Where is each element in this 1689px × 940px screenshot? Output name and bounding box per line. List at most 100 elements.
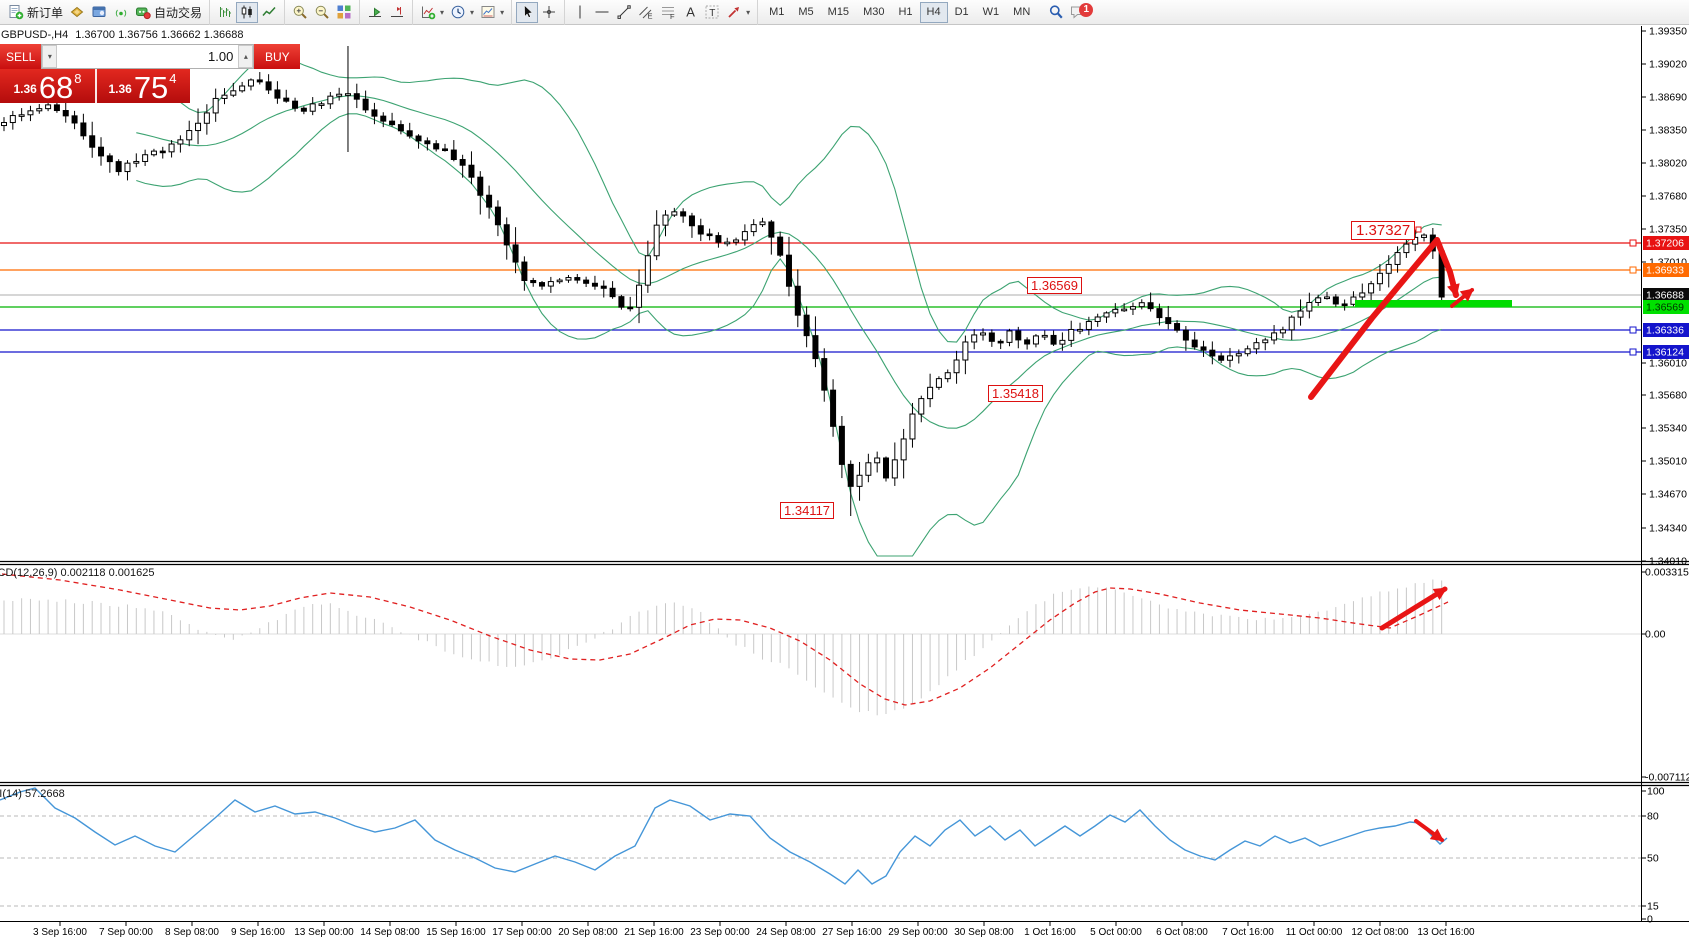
- cross-icon: [543, 6, 556, 18]
- zoomout-icon: [315, 5, 329, 19]
- line-chart-button[interactable]: [258, 2, 280, 23]
- toolbar-group: 新订单 自动交易: [3, 0, 207, 25]
- timeframe-w1-button[interactable]: W1: [976, 2, 1007, 23]
- timeframe-m15-button[interactable]: M15: [821, 2, 856, 23]
- buy-price-pip: 4: [169, 71, 177, 86]
- textA-icon: A: [686, 5, 695, 20]
- svg-text:6 Oct 08:00: 6 Oct 08:00: [1156, 927, 1208, 938]
- price-annotation-low[interactable]: 1.35418: [988, 385, 1043, 402]
- volume-increase-button[interactable]: ▴: [238, 45, 254, 68]
- svg-text:15: 15: [1647, 901, 1659, 913]
- horizontal-line-button[interactable]: [591, 2, 613, 23]
- textT-icon: T: [705, 5, 719, 19]
- trendline-button[interactable]: [613, 2, 635, 23]
- svg-text:1.34670: 1.34670: [1649, 489, 1687, 501]
- sell-price-prefix: 1.36: [13, 82, 37, 96]
- timeframe-m30-button[interactable]: M30: [856, 2, 891, 23]
- vertical-line-button[interactable]: [569, 2, 591, 23]
- templates-button[interactable]: ▾: [477, 2, 507, 23]
- timeframe-mn-button[interactable]: MN: [1006, 2, 1037, 23]
- svg-text:1.39020: 1.39020: [1649, 59, 1687, 71]
- zoomin-icon: [293, 5, 307, 19]
- autotrading-button[interactable]: 自动交易: [132, 2, 205, 23]
- svg-text:1.36336: 1.36336: [1646, 325, 1684, 337]
- svg-text:17 Sep 00:00: 17 Sep 00:00: [492, 927, 552, 938]
- chart-ohlc-header: GBPUSD-,H4 1.36700 1.36756 1.36662 1.3668…: [1, 29, 250, 41]
- chart-canvas[interactable]: 1.39350 1.39020 1.38690 1.38350 1.38020 1.376…: [0, 26, 1689, 940]
- indicator-icon: [422, 6, 436, 20]
- svg-text:1.36124: 1.36124: [1646, 347, 1684, 359]
- svg-text:50: 50: [1647, 853, 1659, 865]
- svg-text:29 Sep 00:00: 29 Sep 00:00: [888, 927, 948, 938]
- svg-text:0.003315: 0.003315: [1645, 567, 1689, 579]
- timeframe-h4-button[interactable]: H4: [919, 1, 948, 23]
- svg-text:1.37680: 1.37680: [1649, 191, 1687, 203]
- timeframe-d1-button[interactable]: D1: [948, 2, 976, 23]
- cursor-icon: [524, 4, 533, 18]
- buy-price[interactable]: 1.36 75 4: [95, 69, 190, 103]
- cursor-button[interactable]: [516, 1, 539, 23]
- market-depth-button[interactable]: [88, 2, 110, 23]
- search-button[interactable]: [1045, 2, 1067, 23]
- text-label-button[interactable]: T: [701, 2, 723, 23]
- fibonacci-button[interactable]: F: [657, 2, 679, 23]
- svg-text:1.34010: 1.34010: [1649, 556, 1687, 568]
- metaeditor-button[interactable]: [66, 2, 88, 23]
- svg-text:23 Sep 00:00: 23 Sep 00:00: [690, 927, 750, 938]
- sell-button[interactable]: SELL: [0, 44, 42, 69]
- svg-text:15 Sep 16:00: 15 Sep 16:00: [426, 927, 486, 938]
- bars-icon: [220, 7, 232, 17]
- sell-price[interactable]: 1.36 68 8: [0, 69, 95, 103]
- svg-text:1.36569: 1.36569: [1646, 302, 1684, 314]
- svg-text:A: A: [686, 5, 695, 20]
- ohlc-values: 1.36700 1.36756 1.36662 1.36688: [75, 29, 244, 41]
- macd-indicator-label: MACD(12,26,9) 0.002118 0.001625: [0, 567, 155, 579]
- signals-button[interactable]: [110, 2, 132, 23]
- svg-text:7 Sep 00:00: 7 Sep 00:00: [99, 927, 153, 938]
- toolbar: 新订单 自动交易 ▾ ▾ ▾ E F A T ▾ M1 M5 M15 M30 H1 H4 D1 W1 MN 1: [0, 0, 1689, 25]
- text-button[interactable]: A: [679, 2, 701, 23]
- timeframe-h1-button[interactable]: H1: [891, 2, 919, 23]
- neworder-icon: [9, 5, 24, 20]
- indicators-button[interactable]: ▾: [417, 2, 447, 23]
- buy-button[interactable]: BUY: [254, 44, 301, 69]
- svg-text:27 Sep 16:00: 27 Sep 16:00: [822, 927, 882, 938]
- chart-shift-button[interactable]: [386, 2, 408, 23]
- tile-windows-button[interactable]: [333, 2, 355, 23]
- svg-text:14 Sep 08:00: 14 Sep 08:00: [360, 927, 420, 938]
- gold-icon: [70, 6, 84, 18]
- volume-decrease-button[interactable]: ▾: [42, 45, 58, 68]
- timeframe-m1-button[interactable]: M1: [762, 2, 791, 23]
- svg-text:1.38350: 1.38350: [1649, 125, 1687, 137]
- svg-text:T: T: [709, 8, 715, 19]
- arrows-button[interactable]: ▾: [723, 2, 753, 23]
- svg-text:1.35680: 1.35680: [1649, 390, 1687, 402]
- tile-icon: [337, 5, 351, 19]
- autotrade-icon: [136, 7, 151, 20]
- svg-text:-0.007112: -0.007112: [1645, 772, 1689, 784]
- fibo-icon: F: [662, 7, 675, 20]
- crosshair-button[interactable]: [538, 2, 560, 23]
- price-annotation-peak[interactable]: 1.37327: [1351, 221, 1416, 240]
- candlestick-chart-button[interactable]: [236, 1, 259, 23]
- shapes-icon: [728, 7, 740, 18]
- volume-input[interactable]: [57, 45, 239, 68]
- timeframe-m5-button[interactable]: M5: [791, 2, 820, 23]
- periods-button[interactable]: ▾: [447, 2, 477, 23]
- candle-icon: [241, 5, 252, 19]
- price-annotation-mid[interactable]: 1.36569: [1027, 277, 1082, 294]
- equidistant-channel-button[interactable]: E: [635, 2, 657, 23]
- svg-text:0: 0: [1647, 914, 1653, 926]
- autotrading-button-label: 自动交易: [154, 5, 203, 20]
- price-annotation-bottom[interactable]: 1.34117: [780, 502, 835, 519]
- bar-chart-button[interactable]: [214, 2, 236, 23]
- svg-text:1.35010: 1.35010: [1649, 456, 1687, 468]
- svg-text:1.35340: 1.35340: [1649, 423, 1687, 435]
- auto-scroll-button[interactable]: [364, 2, 386, 23]
- zoom-out-button[interactable]: [311, 2, 333, 23]
- notification-badge: 1: [1079, 2, 1094, 17]
- zoom-in-button[interactable]: [289, 2, 311, 23]
- new-order-button[interactable]: 新订单: [5, 2, 66, 23]
- notifications-button[interactable]: 1: [1067, 2, 1094, 23]
- svg-text:8 Sep 08:00: 8 Sep 08:00: [165, 927, 219, 938]
